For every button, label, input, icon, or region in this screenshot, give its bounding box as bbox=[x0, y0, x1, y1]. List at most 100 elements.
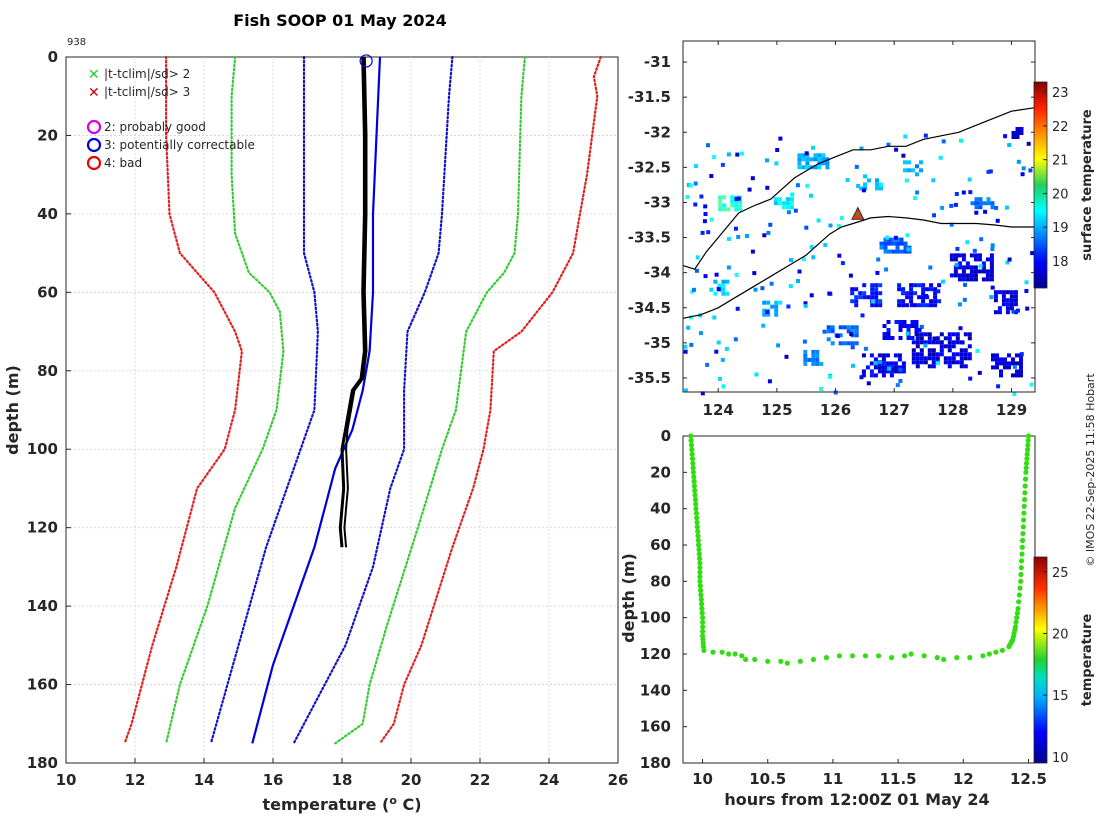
sst-pixel bbox=[889, 373, 894, 378]
sst-pixel bbox=[724, 346, 729, 351]
sst-pixel bbox=[790, 192, 795, 197]
sst-pixel bbox=[854, 341, 859, 346]
sst-pixel bbox=[915, 344, 920, 349]
sst-pixel bbox=[921, 299, 926, 304]
sst-pixel bbox=[813, 153, 818, 158]
track-point bbox=[1020, 524, 1026, 530]
sst-pixel bbox=[877, 365, 882, 370]
track-x-tick-label: 12.5 bbox=[1010, 770, 1047, 788]
sst-pixel bbox=[766, 300, 771, 305]
station-triangle-icon bbox=[851, 206, 865, 220]
track-point bbox=[688, 437, 694, 444]
sst-pixel bbox=[907, 160, 911, 165]
sst-pixel bbox=[963, 352, 968, 357]
sst-pixel bbox=[1011, 131, 1016, 135]
sst-pixel bbox=[955, 340, 960, 345]
sst-pixel bbox=[927, 356, 932, 361]
sst-pixel bbox=[970, 201, 975, 206]
track-point bbox=[694, 519, 700, 525]
map-y-tick-label: -34.5 bbox=[628, 299, 671, 317]
sst-pixel bbox=[789, 197, 794, 202]
sst-pixel bbox=[878, 283, 883, 288]
sst-pixel bbox=[935, 352, 940, 357]
sst-pixel bbox=[997, 290, 1002, 295]
sst-pixel bbox=[1003, 365, 1007, 370]
sst-pixel bbox=[874, 295, 879, 300]
sst-pixel bbox=[734, 207, 739, 212]
sst-pixel bbox=[913, 291, 918, 296]
sst-pixel bbox=[953, 253, 958, 258]
sst-pixel bbox=[821, 161, 826, 166]
sst-pixel bbox=[856, 183, 861, 188]
y-tick-label: 40 bbox=[37, 205, 58, 223]
sst-pixel bbox=[897, 353, 902, 358]
legend-circle-marker-icon bbox=[86, 137, 102, 153]
track-point bbox=[691, 474, 697, 480]
track-y-tick-label: 60 bbox=[650, 536, 671, 554]
sst-pixel bbox=[854, 325, 859, 330]
sst-pixel bbox=[929, 299, 934, 304]
sst-pixel bbox=[999, 373, 1003, 378]
track-point bbox=[688, 442, 695, 448]
sst-pixel bbox=[975, 349, 980, 353]
sst-pixel bbox=[815, 353, 820, 358]
track-y-tick-label: 120 bbox=[640, 645, 671, 663]
sst-pixel bbox=[804, 225, 809, 230]
map-y-tick-label: -33.5 bbox=[628, 229, 671, 247]
track-point bbox=[1023, 465, 1029, 471]
sst-pixel bbox=[973, 265, 978, 270]
sst-pixel bbox=[714, 272, 719, 277]
track-point bbox=[1024, 447, 1031, 453]
sst-pixel bbox=[753, 287, 758, 292]
sst-pixel bbox=[861, 369, 866, 374]
sst-pixel bbox=[850, 329, 855, 334]
sst-pixel bbox=[1012, 364, 1017, 369]
track-point bbox=[700, 615, 706, 621]
sst-pixel bbox=[928, 265, 933, 270]
sst-pixel bbox=[889, 365, 894, 370]
track-point bbox=[1020, 537, 1026, 544]
sst-pixel bbox=[786, 304, 791, 309]
sst-pixel bbox=[943, 336, 948, 341]
track-point bbox=[1021, 503, 1027, 509]
sst-pixel bbox=[985, 277, 990, 282]
track-point bbox=[690, 469, 697, 475]
sst-pixel bbox=[874, 287, 879, 292]
depth-track-plot: 10 10.5 11 11.5 12 12.5 0 20 40 60 80 100 120 140 160… bbox=[619, 427, 1095, 809]
sst-pixel bbox=[909, 291, 914, 296]
sst-pixel bbox=[879, 186, 883, 191]
sst-pixel bbox=[1009, 294, 1014, 299]
sst-pixel bbox=[931, 348, 936, 353]
sst-pixel bbox=[955, 332, 960, 337]
sst-pixel bbox=[927, 348, 932, 353]
track-point bbox=[732, 651, 738, 657]
sst-pixel bbox=[999, 369, 1003, 374]
sst-pixel bbox=[869, 373, 874, 378]
sst-pixel bbox=[904, 178, 909, 183]
track-point bbox=[700, 624, 706, 630]
sst-pixel bbox=[947, 364, 952, 369]
sst-pixel bbox=[881, 373, 886, 378]
sst-pixel bbox=[915, 340, 920, 345]
sst-pixel bbox=[1005, 260, 1010, 265]
sst-pixel bbox=[1004, 205, 1009, 210]
sst-pixel bbox=[784, 354, 789, 359]
sst-pixel bbox=[891, 241, 896, 246]
track-point bbox=[1022, 490, 1028, 496]
sst-pixel bbox=[778, 300, 783, 305]
sst-pixel bbox=[938, 155, 943, 160]
sst-pixel bbox=[940, 205, 945, 210]
sst-pixel bbox=[935, 336, 940, 341]
sst-pixel bbox=[910, 320, 915, 324]
sst-pixel bbox=[1011, 373, 1015, 378]
sst-pixel bbox=[974, 210, 979, 215]
sst-pixel bbox=[801, 157, 806, 162]
sst-pixel bbox=[923, 356, 928, 361]
sst-pixel bbox=[873, 357, 878, 362]
track-point bbox=[689, 447, 695, 453]
sst-pixel bbox=[809, 244, 814, 249]
sst-pixel bbox=[815, 357, 820, 362]
sst-pixel bbox=[870, 303, 875, 308]
sst-pixel bbox=[969, 273, 974, 278]
sst-pixel bbox=[955, 336, 960, 341]
